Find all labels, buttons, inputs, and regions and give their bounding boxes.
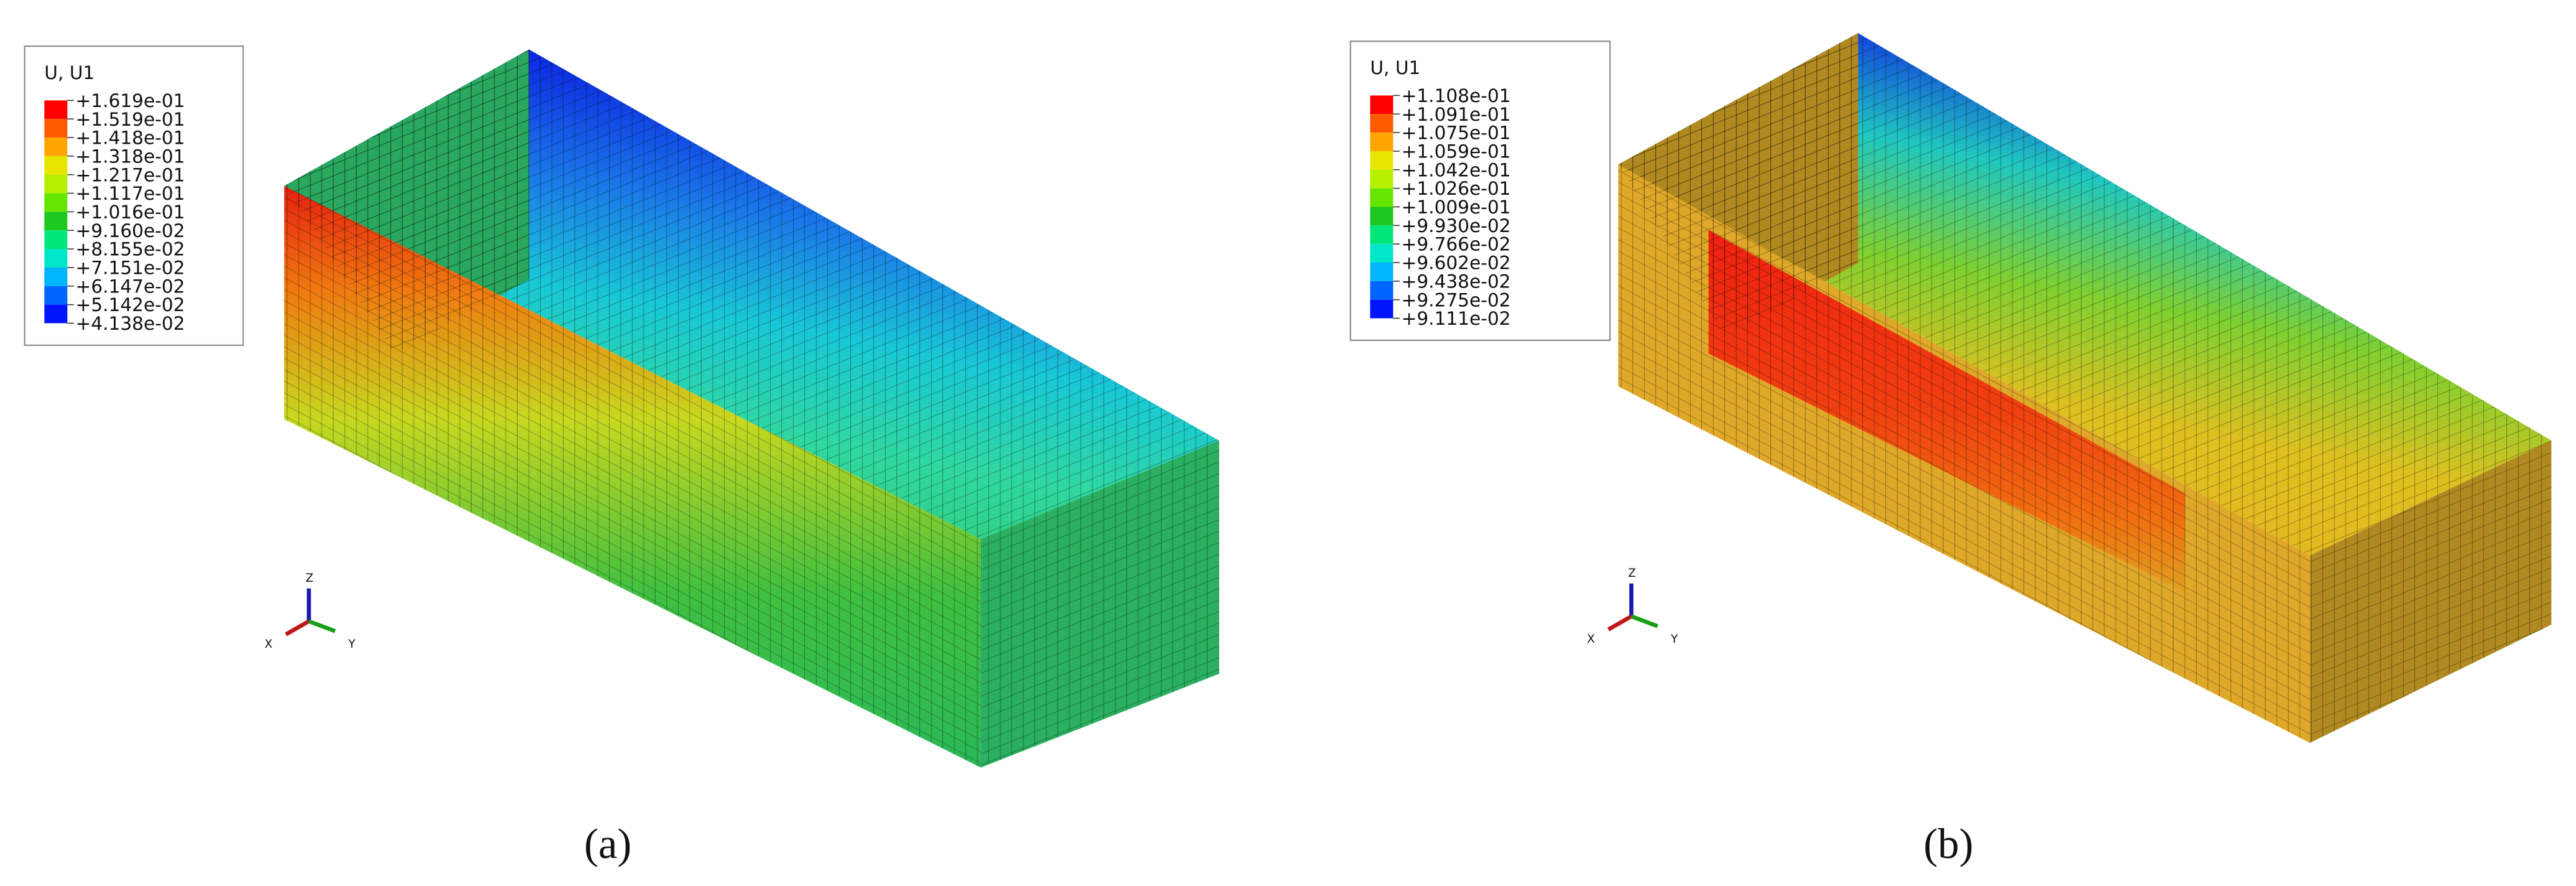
- caption: (a): [584, 820, 631, 867]
- legend-label: +9.766e-02: [1402, 234, 1511, 255]
- legend-label: +9.275e-02: [1402, 289, 1511, 310]
- legend-swatch: [44, 100, 68, 119]
- legend-label: +9.160e-02: [75, 220, 185, 241]
- legend-swatch: [1370, 263, 1393, 281]
- legend-swatch: [44, 212, 68, 231]
- legend-label: +9.930e-02: [1402, 215, 1511, 236]
- legend-swatch: [44, 267, 68, 286]
- legend-label: +5.142e-02: [75, 294, 185, 315]
- model-a: [284, 49, 1219, 768]
- legend-label: +1.418e-01: [75, 128, 185, 149]
- legend-label: +1.059e-01: [1402, 141, 1511, 162]
- legend-label: +1.519e-01: [75, 109, 185, 130]
- legend-swatch: [1370, 225, 1393, 245]
- triad-y: Y: [348, 638, 356, 651]
- legend-label: +1.016e-01: [75, 202, 185, 223]
- legend-title: U, U1: [1370, 57, 1421, 78]
- legend-title: U, U1: [44, 62, 95, 83]
- legend-label: +1.117e-01: [75, 183, 185, 204]
- triad-z: Z: [1628, 567, 1636, 580]
- axis-x: [1607, 614, 1633, 632]
- legend-label: +4.138e-02: [75, 313, 185, 334]
- triad-x: X: [1587, 633, 1595, 646]
- legend-swatch: [44, 230, 68, 249]
- legend-label: +1.091e-01: [1402, 104, 1511, 125]
- legend-label: +1.009e-01: [1402, 197, 1511, 218]
- caption: (b): [1923, 820, 1973, 867]
- legend-label: +1.619e-01: [75, 90, 185, 111]
- legend-swatch: [44, 138, 68, 156]
- legend-label: +1.217e-01: [75, 164, 185, 185]
- legend-swatch: [1370, 114, 1393, 133]
- legend-label: +9.602e-02: [1402, 253, 1511, 274]
- model-b: [1618, 33, 2552, 743]
- triad: Z X Y: [264, 572, 356, 651]
- legend-swatch: [1370, 299, 1393, 319]
- legend-swatch: [44, 249, 68, 268]
- legend-swatch: [1370, 207, 1393, 226]
- legend-label: +9.111e-02: [1402, 308, 1511, 329]
- axis-y: [1630, 614, 1658, 628]
- legend-swatch: [1370, 188, 1393, 207]
- legend-swatch: [44, 286, 68, 305]
- triad: Z X Y: [1587, 567, 1678, 646]
- legend-label: +7.151e-02: [75, 258, 185, 279]
- legend-swatch: [1370, 244, 1393, 263]
- triad-y: Y: [1670, 633, 1678, 646]
- legend-label: +9.438e-02: [1402, 271, 1511, 292]
- legend-swatch: [44, 119, 68, 138]
- legend-swatch: [1370, 151, 1393, 170]
- legend-box: [1349, 40, 1611, 341]
- legend-label: +1.075e-01: [1402, 123, 1511, 144]
- legend-swatch: [44, 193, 68, 212]
- axis-x: [284, 619, 310, 637]
- legend-swatch: [1370, 169, 1393, 189]
- legend-label: +1.026e-01: [1402, 178, 1511, 199]
- axis-y: [308, 619, 336, 633]
- legend-label: +6.147e-02: [75, 276, 185, 297]
- legend-swatch: [44, 156, 68, 175]
- legend-label: +1.042e-01: [1402, 159, 1511, 180]
- legend-swatch: [1370, 281, 1393, 300]
- triad-z: Z: [305, 572, 314, 585]
- legend-label: +8.155e-02: [75, 239, 185, 260]
- legend-label: +1.318e-01: [75, 146, 185, 167]
- legend-swatch: [1370, 133, 1393, 151]
- triad-x: X: [264, 638, 272, 651]
- legend-label: +1.108e-01: [1402, 85, 1511, 106]
- legend-swatch: [44, 174, 68, 194]
- legend-swatch: [44, 304, 68, 324]
- legend-swatch: [1370, 95, 1393, 114]
